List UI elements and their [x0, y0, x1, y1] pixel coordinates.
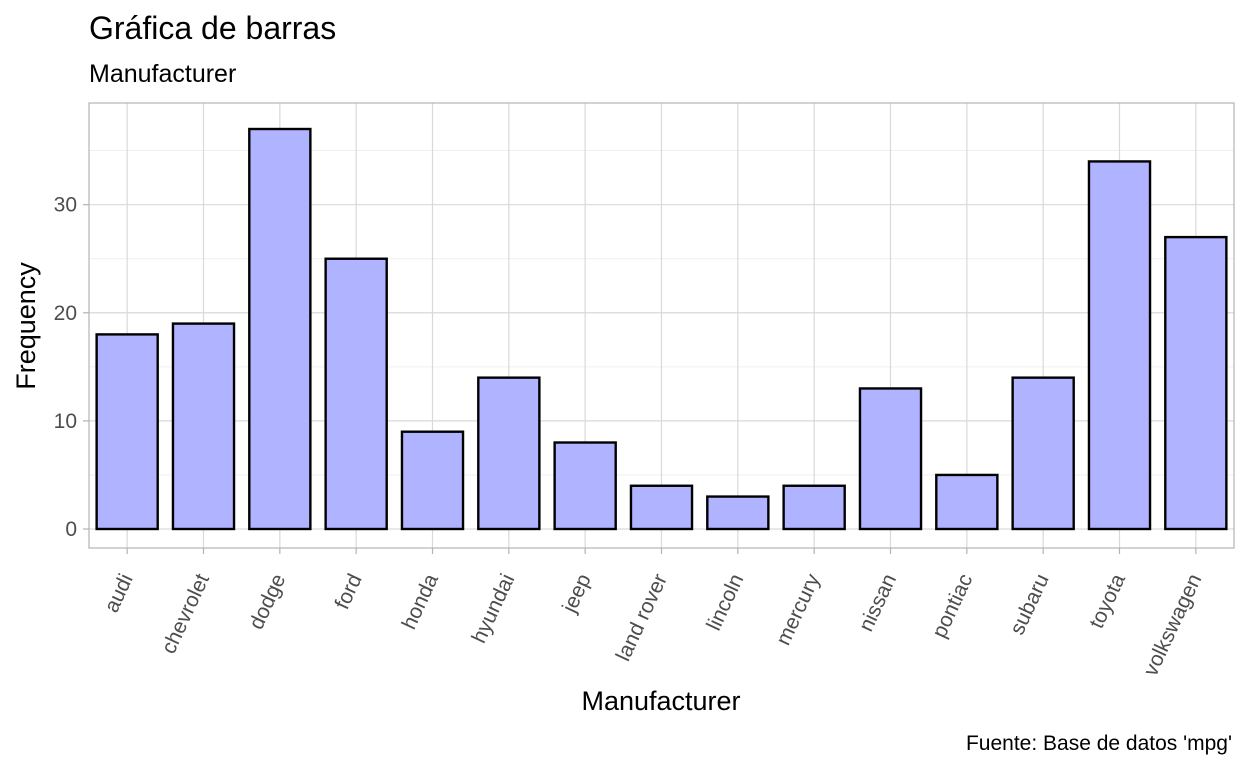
y-tick-label: 10: [54, 410, 77, 433]
x-tick-label: land rover: [612, 570, 672, 664]
x-tick-label: mercury: [772, 570, 825, 649]
bar-toyota: [1087, 160, 1152, 531]
x-tick-label: lincoln: [702, 570, 748, 634]
x-tick-label: pontiac: [928, 570, 977, 641]
bar-volkswagen: [1164, 235, 1228, 531]
bar-pontiac: [935, 473, 999, 531]
bar-chevrolet: [171, 322, 236, 531]
chart-subtitle: Manufacturer: [89, 60, 236, 88]
y-axis-ticks: 0 10 20 30: [54, 194, 89, 541]
x-tick-label: dodge: [245, 570, 291, 633]
x-axis-ticks: audi chevrolet dodge ford honda hyundai jeep la…: [100, 548, 1206, 680]
bar-ford: [324, 257, 388, 531]
y-tick-label: 20: [54, 302, 77, 325]
bar-hyundai: [477, 376, 541, 531]
y-axis-title: Frequency: [11, 262, 41, 390]
x-tick-label: jeep: [558, 570, 596, 617]
chart-title: Gráfica de barras: [89, 10, 336, 46]
y-tick-label: 30: [54, 194, 77, 217]
bar-jeep: [553, 441, 617, 531]
bars: [95, 127, 1228, 531]
x-tick-label: toyota: [1085, 570, 1130, 632]
bar-land-rover: [629, 484, 694, 531]
x-tick-label: volkswagen: [1139, 570, 1206, 679]
bar-lincoln: [706, 495, 770, 531]
bar-subaru: [1011, 376, 1075, 531]
x-tick-label: ford: [331, 570, 367, 613]
chart-caption: Fuente: Base de datos 'mpg': [966, 732, 1232, 755]
x-tick-label: honda: [398, 570, 444, 633]
x-tick-label: audi: [100, 570, 138, 616]
x-tick-label: nissan: [855, 570, 901, 635]
bar-audi: [95, 333, 159, 531]
bar-nissan: [858, 387, 923, 531]
bar-honda: [400, 430, 465, 531]
bar-mercury: [782, 484, 846, 531]
x-tick-label: subaru: [1006, 570, 1054, 638]
x-tick-label: hyundai: [467, 570, 519, 646]
x-tick-label: chevrolet: [157, 570, 214, 657]
x-axis-title: Manufacturer: [581, 686, 740, 716]
y-tick-label: 0: [65, 518, 77, 541]
bar-dodge: [248, 127, 312, 531]
